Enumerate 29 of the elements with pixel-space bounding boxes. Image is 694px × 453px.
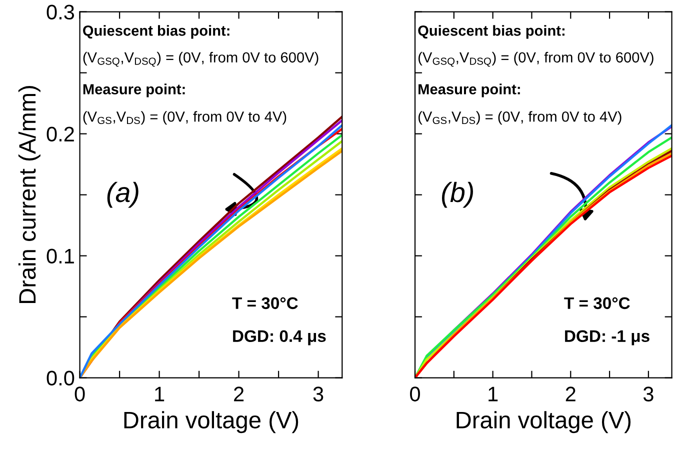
y-tick-label: 0.2: [46, 126, 74, 142]
x-tick-label: 1: [488, 386, 498, 402]
x-tick-label: 2: [566, 386, 576, 402]
x-tick-label: 1: [155, 386, 164, 402]
y-tick-label: 0.0: [46, 370, 74, 386]
annotation: T = 30°C: [232, 297, 298, 310]
annotation: Quiescent bias point:: [418, 25, 564, 39]
annotation: DGD: 0.4 μs: [233, 330, 326, 346]
annotation: (V$_{GS}$,V$_{DS}$) = (0V, from 0V to 4V): [418, 111, 622, 125]
annotation: (V$_{GS}$,V$_{DS}$) = (0V, from 0V to 4V): [83, 111, 286, 125]
annotation: (V$_{GSQ}$,V$_{DSQ}$) = (0V, from 0V to 600V): [418, 52, 654, 67]
annotation: (b): [442, 182, 473, 208]
annotation: (V$_{GSQ}$,V$_{DSQ}$) = (0V, from 0V to 600V): [83, 52, 318, 67]
x-tick-label: 0: [74, 386, 85, 402]
annotation: DGD: -1 μs: [565, 330, 650, 346]
y-tick-label: 0.1: [46, 248, 74, 264]
y-axis-title: Drain current (A/mm): [18, 86, 40, 304]
x-tick-label: 3: [313, 386, 324, 402]
annotation: Measure point:: [418, 84, 520, 98]
annotation: Quiescent bias point:: [83, 25, 230, 39]
x-axis-title: Drain voltage (V): [124, 411, 298, 434]
y-tick-label: 0.3: [46, 4, 74, 20]
annotation: T = 30°C: [564, 297, 630, 310]
annotation: (a): [107, 182, 138, 208]
x-tick-label: 0: [410, 386, 420, 402]
x-axis-title: Drain voltage (V): [456, 411, 631, 434]
annotation: Measure point:: [83, 84, 185, 98]
x-tick-label: 2: [234, 386, 244, 402]
x-tick-label: 3: [643, 386, 654, 402]
